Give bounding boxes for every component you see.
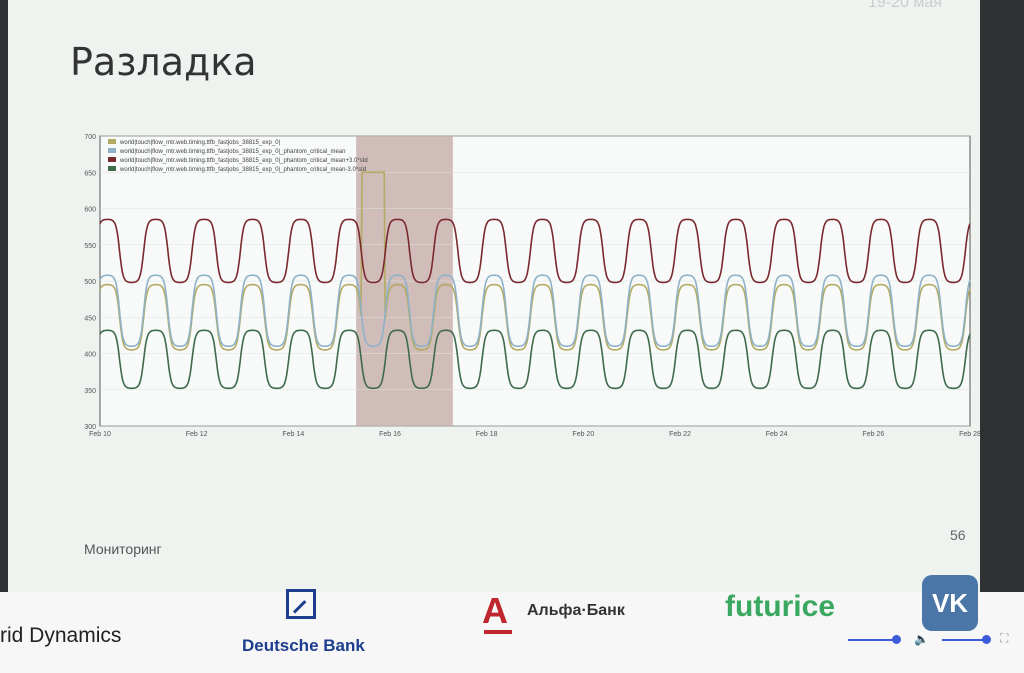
series-line <box>99 171 971 351</box>
vk-logo-icon: VK <box>922 575 978 631</box>
x-tick-label: Feb 18 <box>476 431 498 438</box>
slide-title: Разладка <box>70 40 257 84</box>
corner-date: 19-20 мая <box>868 0 942 11</box>
volume-handle[interactable] <box>982 635 991 644</box>
series-line <box>99 329 971 390</box>
futurice-logo: futurice <box>725 590 836 623</box>
legend-swatch <box>108 157 116 162</box>
legend-swatch <box>108 148 116 153</box>
alfa-bank-name: Альфа·Банк <box>527 602 625 619</box>
x-tick-label: Feb 28 <box>959 431 980 438</box>
y-tick-label: 500 <box>84 279 96 286</box>
x-tick-label: Feb 16 <box>379 431 401 438</box>
series-line <box>99 218 971 284</box>
y-tick-label: 450 <box>84 315 96 322</box>
video-progress-track[interactable] <box>848 639 894 641</box>
deutsche-bank-logo-icon <box>286 589 316 619</box>
x-tick-label: Feb 10 <box>89 431 111 438</box>
y-tick-label: 650 <box>84 170 96 177</box>
deutsche-bank-name: Deutsche Bank <box>242 636 365 655</box>
x-tick-label: Feb 22 <box>669 431 691 438</box>
y-tick-label: 600 <box>84 207 96 214</box>
legend-label: world|touch|flow_mtr.web.timing.ttfb_fas… <box>119 149 345 155</box>
x-tick-label: Feb 20 <box>572 431 594 438</box>
video-progress-handle[interactable] <box>892 635 901 644</box>
x-tick-label: Feb 14 <box>282 431 304 438</box>
anomaly-chart: 300 350 400 450 500 550 600 650 700 Feb 10 Feb 12 F… <box>84 134 980 438</box>
fullscreen-icon[interactable]: ⛶ <box>1000 631 1009 645</box>
page-number: 56 <box>950 527 966 543</box>
legend-swatch <box>108 166 116 171</box>
x-tick-label: Feb 26 <box>862 431 884 438</box>
x-tick-label: Feb 12 <box>186 431 208 438</box>
series-line <box>99 274 971 347</box>
legend-label: world|touch|flow_mtr.web.timing.ttfb_fas… <box>119 167 366 173</box>
x-tick-label: Feb 24 <box>766 431 788 438</box>
y-tick-label: 550 <box>84 243 96 250</box>
section-label: Мониторинг <box>84 541 162 557</box>
volume-icon[interactable]: 🔈 <box>914 632 929 646</box>
legend-label: world|touch|flow_mtr.web.timing.ttfb_fas… <box>119 140 281 146</box>
sponsor-bar <box>0 592 1024 673</box>
y-tick-label: 300 <box>84 424 96 431</box>
volume-track[interactable] <box>942 639 986 641</box>
grid-dynamics-logo: rid Dynamics <box>0 624 122 647</box>
legend-swatch <box>108 139 116 144</box>
y-tick-label: 350 <box>84 388 96 395</box>
y-tick-label: 700 <box>84 134 96 141</box>
y-tick-label: 400 <box>84 352 96 359</box>
alfa-bank-logo-icon: А <box>482 590 508 631</box>
legend-label: world|touch|flow_mtr.web.timing.ttfb_fas… <box>119 158 368 164</box>
alfa-bank-underline <box>484 630 512 634</box>
